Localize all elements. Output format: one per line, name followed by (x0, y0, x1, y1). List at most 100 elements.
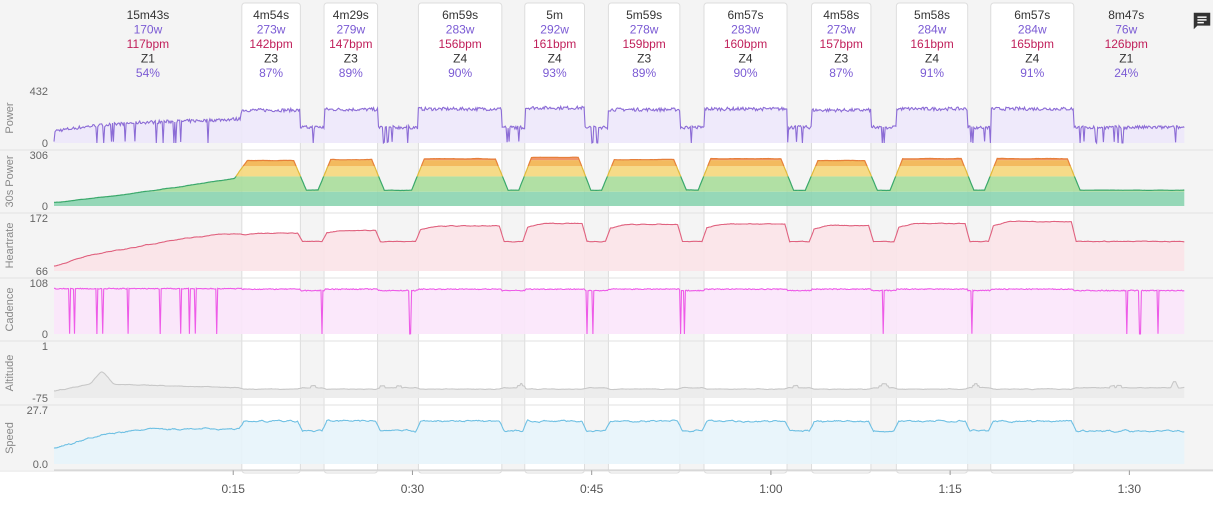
interval-heartrate: 156bpm (438, 37, 481, 51)
y-tick-bottom-1: 0 (42, 201, 48, 213)
series-area-3 (54, 288, 1185, 334)
interval-power: 273w (827, 23, 856, 37)
series-title-2: Heartrate (4, 223, 16, 269)
series-title-5: Speed (4, 422, 16, 454)
interval-percent: 87% (829, 66, 853, 80)
interval-heartrate: 160bpm (724, 37, 767, 51)
series-title-0: Power (4, 102, 16, 134)
interval-duration: 4m58s (823, 8, 859, 22)
series-area-0 (54, 106, 1185, 143)
interval-percent: 89% (632, 66, 656, 80)
interval-zone: Z4 (548, 52, 562, 66)
x-tick-label-0: 0:15 (222, 482, 246, 496)
interval-heartrate: 157bpm (820, 37, 863, 51)
interval-power: 284w (918, 23, 947, 37)
x-tick-label-4: 1:15 (938, 482, 962, 496)
x-tick-label-3: 1:00 (759, 482, 783, 496)
y-tick-top-2: 172 (30, 213, 48, 225)
interval-heartrate: 161bpm (533, 37, 576, 51)
series-line-0 (53, 104, 1185, 145)
y-tick-bottom-4: -75 (32, 393, 48, 405)
interval-power: 283w (446, 23, 475, 37)
interval-heartrate: 161bpm (910, 37, 953, 51)
interval-percent: 93% (543, 66, 567, 80)
interval-power: 279w (336, 23, 365, 37)
series-line-5 (53, 419, 1185, 449)
series-title-4: Altitude (4, 355, 16, 392)
interval-heartrate: 147bpm (329, 37, 372, 51)
interval-heartrate: 159bpm (622, 37, 665, 51)
y-tick-bottom-5: 0.0 (33, 459, 48, 471)
interval-duration: 5m (546, 8, 563, 22)
interval-heartrate: 142bpm (249, 37, 292, 51)
series-line-1-1 (235, 166, 1076, 177)
x-tick-label-1: 0:30 (401, 482, 425, 496)
interval-percent: 90% (448, 66, 472, 80)
interval-power: 170w (134, 23, 163, 37)
zone-band-0 (54, 191, 1185, 206)
interval-power: 76w (1115, 23, 1137, 37)
interval-duration: 4m54s (253, 8, 289, 22)
interval-power: 283w (731, 23, 760, 37)
zone-band-1 (54, 176, 1185, 192)
interval-zone: Z1 (141, 52, 155, 66)
series-title-3: Cadence (4, 287, 16, 331)
interval-duration: 4m29s (333, 8, 369, 22)
series-line-4 (53, 371, 1185, 392)
y-tick-top-4: 1 (42, 341, 48, 353)
interval-zone: Z4 (453, 52, 467, 66)
interval-power: 278w (630, 23, 659, 37)
y-tick-top-1: 306 (30, 150, 48, 162)
y-tick-top-3: 108 (30, 278, 48, 290)
interval-duration: 6m57s (1014, 8, 1050, 22)
interval-zone: Z4 (739, 52, 753, 66)
interval-duration: 6m59s (442, 8, 478, 22)
interval-zone: Z3 (344, 52, 358, 66)
interval-percent: 90% (734, 66, 758, 80)
interval-duration: 5m59s (626, 8, 662, 22)
series-line-1-2 (242, 156, 1072, 167)
y-tick-bottom-0: 0 (42, 138, 48, 150)
interval-percent: 91% (920, 66, 944, 80)
x-tick-label-2: 0:45 (580, 482, 604, 496)
series-line-2 (53, 220, 1185, 267)
interval-duration: 5m58s (914, 8, 950, 22)
interval-percent: 87% (259, 66, 283, 80)
interval-percent: 91% (1020, 66, 1044, 80)
interval-zone: Z3 (637, 52, 651, 66)
interval-zone: Z4 (925, 52, 939, 66)
interval-power: 292w (540, 23, 569, 37)
interval-zone: Z1 (1119, 52, 1133, 66)
zone-band-2 (54, 166, 1185, 177)
series-area-5 (54, 419, 1185, 464)
interval-duration: 15m43s (127, 8, 170, 22)
interval-heartrate: 126bpm (1105, 37, 1148, 51)
y-tick-top-5: 27.7 (27, 405, 48, 417)
interval-zone: Z4 (1025, 52, 1039, 66)
interval-power: 284w (1018, 23, 1047, 37)
interval-zone: Z3 (264, 52, 278, 66)
series-line-3 (54, 287, 1185, 335)
chat-icon[interactable] (1191, 10, 1213, 32)
interval-power: 273w (257, 23, 286, 37)
interval-percent: 24% (1114, 66, 1138, 80)
series-area-4 (54, 371, 1185, 398)
y-tick-bottom-3: 0 (42, 329, 48, 341)
x-tick-label-5: 1:30 (1118, 482, 1142, 496)
chat-icon-glyph (1193, 12, 1211, 30)
y-tick-top-0: 432 (30, 86, 48, 98)
interval-heartrate: 117bpm (127, 37, 169, 51)
interval-zone: Z3 (834, 52, 848, 66)
